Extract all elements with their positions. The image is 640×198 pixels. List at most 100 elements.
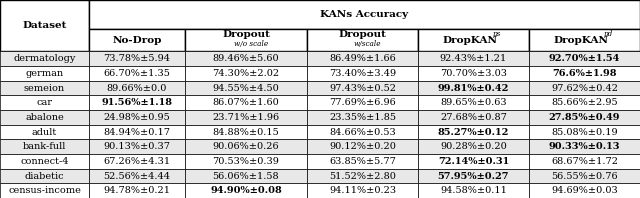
Text: diabetic: diabetic [25,171,65,181]
Text: 27.85%±0.49: 27.85%±0.49 [548,113,620,122]
Bar [185,183,307,198]
Bar [307,51,418,66]
Text: 73.78%±5.94: 73.78%±5.94 [104,54,170,63]
Bar [89,29,185,51]
Text: 74.30%±2.02: 74.30%±2.02 [212,69,280,78]
Bar [418,51,529,66]
Bar [418,154,529,169]
Bar [0,81,89,95]
Text: 94.90%±0.08: 94.90%±0.08 [210,186,282,195]
Text: 94.58%±0.11: 94.58%±0.11 [440,186,507,195]
Text: 92.70%±1.54: 92.70%±1.54 [549,54,620,63]
Bar [185,95,307,110]
Bar [529,169,640,183]
Text: 56.55%±0.76: 56.55%±0.76 [551,171,618,181]
Bar [0,51,89,66]
Bar [529,110,640,125]
Text: 57.95%±0.27: 57.95%±0.27 [438,171,509,181]
Text: 90.33%±0.13: 90.33%±0.13 [548,142,620,151]
Bar [89,0,640,29]
Bar [0,139,89,154]
Bar [185,66,307,81]
Bar [529,66,640,81]
Text: No-Drop: No-Drop [113,36,162,45]
Text: 63.85%±5.77: 63.85%±5.77 [329,157,396,166]
Bar [307,81,418,95]
Text: ps: ps [493,30,501,38]
Text: abalone: abalone [25,113,64,122]
Bar [529,183,640,198]
Text: 77.69%±6.96: 77.69%±6.96 [329,98,396,107]
Bar [307,169,418,183]
Bar [0,125,89,139]
Text: 97.62%±0.42: 97.62%±0.42 [551,84,618,93]
Text: 68.67%±1.72: 68.67%±1.72 [551,157,618,166]
Bar [89,169,185,183]
Text: Dropout: Dropout [339,30,387,39]
Bar [185,154,307,169]
Text: 23.35%±1.85: 23.35%±1.85 [329,113,396,122]
Bar [529,51,640,66]
Text: adult: adult [32,128,57,137]
Text: 90.13%±0.37: 90.13%±0.37 [104,142,170,151]
Text: 99.81%±0.42: 99.81%±0.42 [438,84,509,93]
Bar [307,183,418,198]
Text: 52.56%±4.44: 52.56%±4.44 [104,171,170,181]
Text: 27.68%±0.87: 27.68%±0.87 [440,113,507,122]
Bar [307,95,418,110]
Text: 86.49%±1.66: 86.49%±1.66 [329,54,396,63]
Text: w/o scale: w/o scale [234,40,268,49]
Text: 94.11%±0.23: 94.11%±0.23 [329,186,396,195]
Text: semeion: semeion [24,84,65,93]
Text: 94.69%±0.03: 94.69%±0.03 [551,186,618,195]
Text: 76.6%±1.98: 76.6%±1.98 [552,69,617,78]
Bar [529,139,640,154]
Bar [89,51,185,66]
Text: 89.66%±0.0: 89.66%±0.0 [107,84,167,93]
Bar [89,66,185,81]
Bar [418,110,529,125]
Bar [418,139,529,154]
Text: Dropout: Dropout [222,30,270,39]
Text: 73.40%±3.49: 73.40%±3.49 [329,69,396,78]
Bar [185,81,307,95]
Bar [89,154,185,169]
Text: 70.53%±0.39: 70.53%±0.39 [212,157,280,166]
Bar [185,125,307,139]
Text: 94.55%±4.50: 94.55%±4.50 [212,84,280,93]
Text: w/scale: w/scale [354,40,381,49]
Text: german: german [26,69,63,78]
Text: 66.70%±1.35: 66.70%±1.35 [104,69,170,78]
Text: 85.66%±2.95: 85.66%±2.95 [551,98,618,107]
Text: 94.78%±0.21: 94.78%±0.21 [104,186,170,195]
Bar [418,183,529,198]
Bar [89,110,185,125]
Bar [0,66,89,81]
Text: pd: pd [604,30,613,38]
Bar [307,66,418,81]
Text: car: car [36,98,52,107]
Text: 84.66%±0.53: 84.66%±0.53 [329,128,396,137]
Bar [307,110,418,125]
Bar [418,169,529,183]
Bar [307,125,418,139]
Text: DropKAN: DropKAN [442,36,497,45]
Bar [529,95,640,110]
Text: 85.27%±0.12: 85.27%±0.12 [438,128,509,137]
Bar [89,125,185,139]
Text: 23.71%±1.96: 23.71%±1.96 [212,113,280,122]
Bar [418,81,529,95]
Text: 89.46%±5.60: 89.46%±5.60 [212,54,279,63]
Bar [418,95,529,110]
Text: 24.98%±0.95: 24.98%±0.95 [104,113,170,122]
Bar [0,154,89,169]
Bar [307,154,418,169]
Text: 56.06%±1.58: 56.06%±1.58 [212,171,279,181]
Bar [0,169,89,183]
Bar [0,95,89,110]
Bar [418,125,529,139]
Text: 51.52%±2.80: 51.52%±2.80 [329,171,396,181]
Text: DropKAN: DropKAN [553,36,608,45]
Text: bank-full: bank-full [23,142,66,151]
Bar [0,110,89,125]
